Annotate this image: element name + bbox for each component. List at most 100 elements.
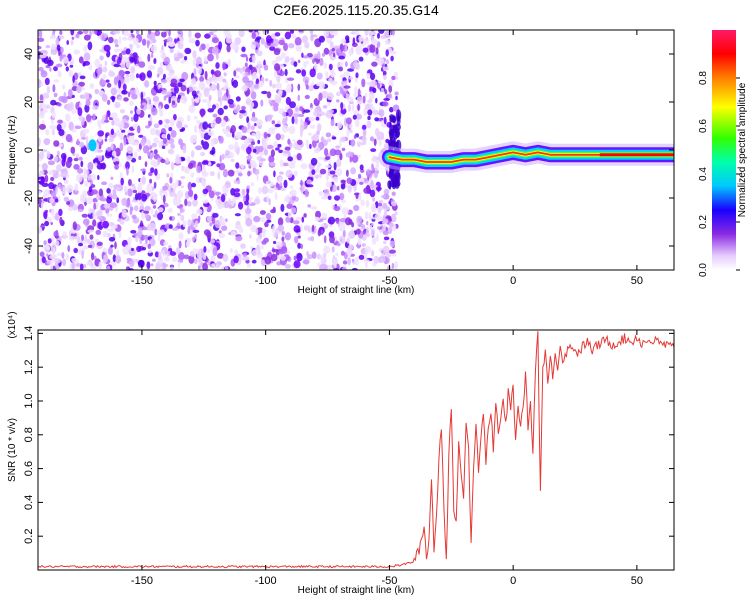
noise-speck	[164, 104, 170, 110]
noise-speck	[153, 58, 157, 64]
noise-speck	[38, 79, 42, 88]
noise-speck	[168, 126, 173, 132]
noise-speck	[352, 114, 357, 120]
boundary-speck	[388, 181, 392, 190]
noise-speck	[228, 204, 233, 209]
noise-speck	[336, 91, 341, 97]
noise-speck	[212, 212, 219, 218]
spectrogram-xtick-label: -100	[255, 275, 277, 287]
noise-speck	[333, 53, 336, 58]
noise-speck	[229, 248, 233, 253]
noise-speck	[309, 107, 313, 112]
colorbar-tick-label: 0.2	[698, 215, 709, 229]
noise-speck	[106, 187, 111, 194]
noise-speck	[63, 155, 67, 163]
noise-speck	[315, 116, 320, 121]
noise-speck	[204, 33, 211, 39]
noise-speck	[87, 161, 94, 171]
noise-speck	[268, 198, 271, 206]
noise-speck	[96, 67, 103, 75]
noise-speck	[154, 210, 158, 216]
noise-speck	[366, 73, 371, 79]
noise-speck	[57, 102, 62, 107]
noise-speck	[106, 99, 111, 105]
noise-speck	[308, 132, 312, 136]
noise-speck	[255, 130, 262, 140]
noise-speck	[345, 217, 352, 226]
noise-speck	[70, 40, 74, 46]
noise-speck	[346, 169, 349, 177]
noise-speck	[319, 57, 324, 67]
noise-speck	[318, 111, 326, 116]
noise-speck	[162, 249, 165, 257]
noise-speck	[154, 228, 158, 236]
noise-speck	[316, 253, 322, 260]
noise-speck	[149, 115, 153, 122]
noise-speck	[361, 124, 367, 130]
noise-speck	[307, 254, 314, 260]
noise-speck	[110, 244, 114, 248]
noise-speck	[50, 51, 57, 55]
noise-speck	[127, 237, 132, 245]
noise-speck	[358, 192, 362, 202]
noise-speck	[49, 67, 52, 72]
noise-speck	[129, 208, 133, 216]
noise-speck	[78, 242, 83, 247]
noise-speck	[234, 213, 241, 217]
noise-speck	[158, 83, 163, 88]
noise-speck	[245, 217, 253, 227]
noise-speck	[356, 215, 363, 223]
noise-speck	[164, 94, 172, 98]
noise-speck	[358, 254, 365, 260]
noise-speck	[340, 250, 345, 256]
noise-speck	[278, 241, 283, 248]
noise-speck	[78, 81, 85, 87]
noise-speck	[317, 229, 322, 237]
noise-speck	[210, 69, 215, 75]
noise-speck	[242, 76, 250, 84]
noise-speck	[294, 236, 299, 244]
noise-speck	[163, 56, 170, 65]
noise-speck	[282, 117, 287, 126]
noise-speck	[177, 52, 184, 59]
noise-speck	[334, 149, 342, 156]
noise-speck	[52, 254, 58, 258]
noise-speck	[144, 212, 149, 220]
noise-speck	[161, 133, 166, 139]
noise-speck	[266, 195, 270, 203]
noise-speck	[382, 101, 389, 107]
noise-speck	[130, 230, 137, 234]
noise-speck	[258, 67, 261, 75]
noise-speck	[155, 263, 160, 270]
noise-speck	[102, 66, 108, 73]
noise-speck	[192, 229, 200, 233]
noise-speck	[182, 166, 190, 173]
noise-speck	[196, 90, 199, 95]
noise-speck	[195, 145, 203, 151]
noise-speck	[149, 128, 156, 136]
noise-speck	[372, 109, 379, 116]
noise-speck	[376, 131, 384, 140]
noise-speck	[92, 197, 98, 203]
noise-speck	[193, 258, 198, 265]
noise-speck	[389, 106, 394, 113]
noise-speck	[165, 119, 170, 124]
noise-speck	[55, 37, 60, 47]
noise-speck	[127, 91, 131, 98]
noise-speck	[72, 221, 78, 231]
noise-speck	[38, 183, 41, 189]
noise-speck	[136, 245, 142, 253]
noise-speck	[50, 222, 54, 225]
noise-speck	[353, 204, 360, 212]
snr-xtick-label: 50	[631, 575, 643, 587]
noise-speck	[347, 248, 352, 257]
noise-speck	[38, 163, 41, 168]
noise-speck	[182, 220, 187, 228]
noise-speck	[316, 72, 323, 80]
noise-speck	[180, 95, 188, 104]
noise-speck	[382, 202, 388, 209]
noise-speck	[277, 90, 283, 98]
noise-speck	[140, 91, 144, 101]
noise-speck	[153, 194, 157, 202]
noise-speck	[144, 205, 151, 212]
